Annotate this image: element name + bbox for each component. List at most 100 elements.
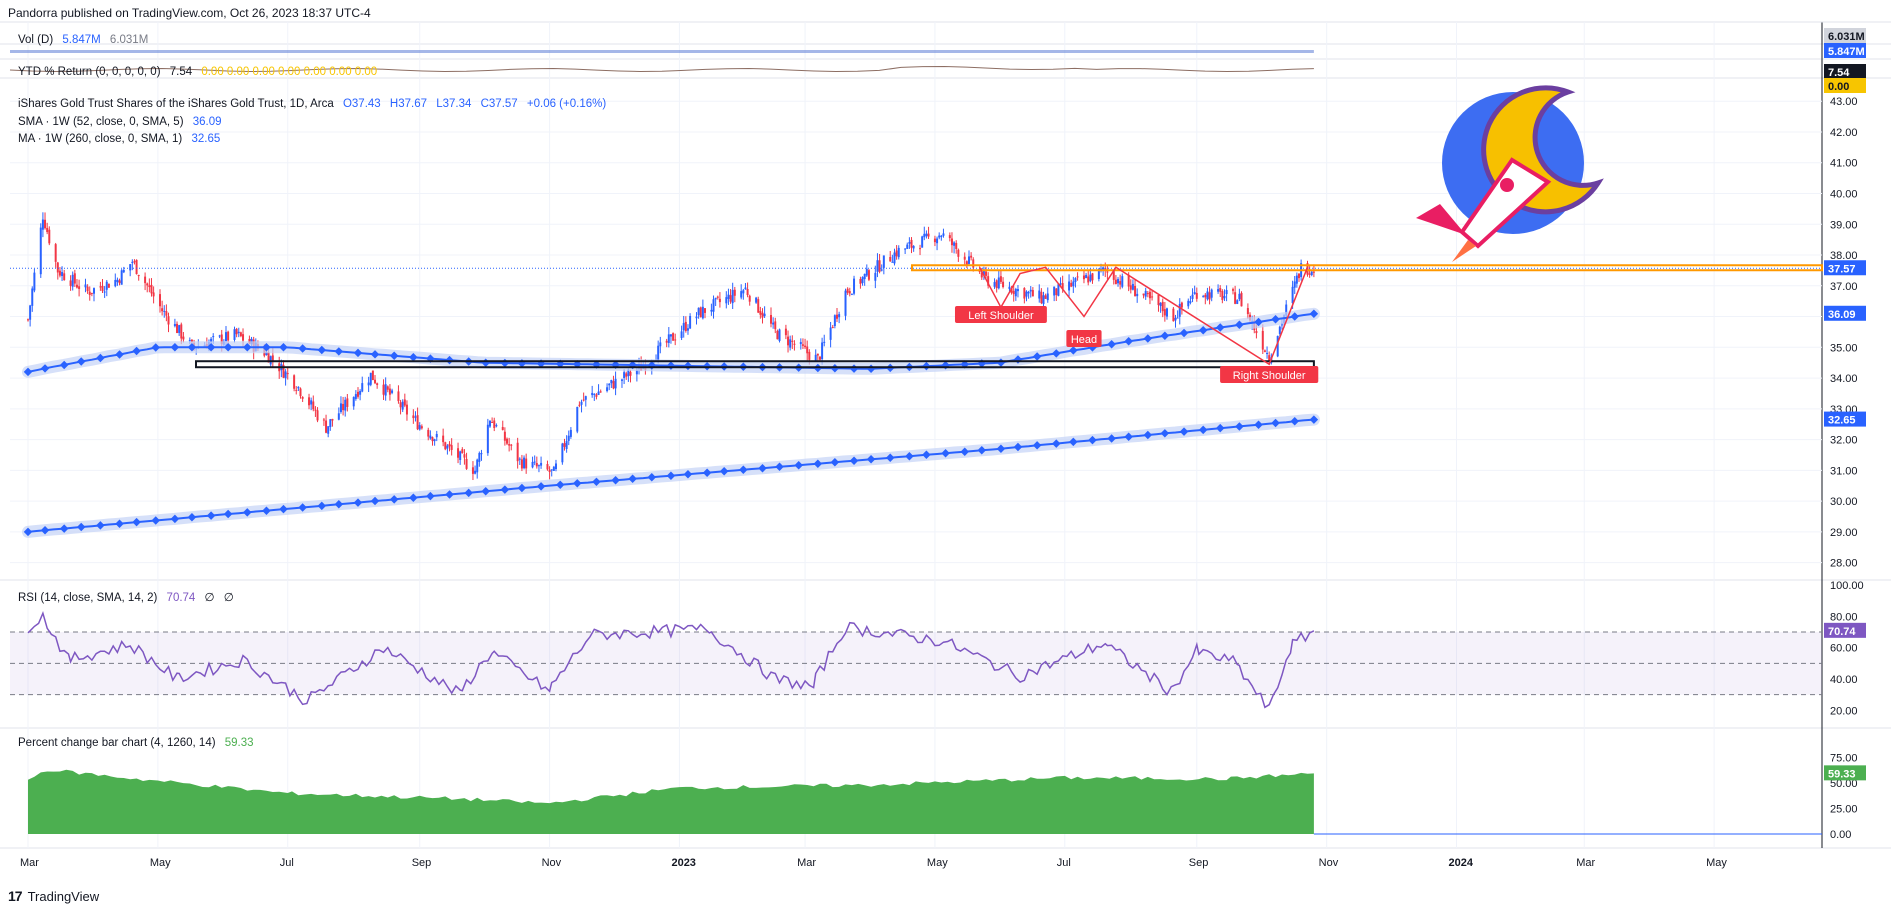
ma-260-marker bbox=[1107, 434, 1116, 443]
price-axis-tick-label: 31.00 bbox=[1830, 465, 1858, 477]
candle-body bbox=[1261, 330, 1264, 350]
candle-body bbox=[44, 219, 47, 229]
candle-body bbox=[784, 328, 787, 336]
candle-body bbox=[167, 316, 170, 325]
candle-body bbox=[776, 330, 779, 340]
candle-body bbox=[1206, 291, 1209, 300]
candle-body bbox=[701, 306, 704, 319]
ma-260-marker bbox=[353, 498, 363, 507]
ytd-legend-label: YTD % Return (0, 0, 0, 0, 0) bbox=[18, 66, 161, 78]
ma-260-marker bbox=[628, 474, 637, 484]
candle-body bbox=[39, 227, 42, 275]
candle-body bbox=[761, 312, 764, 318]
sma-badge-box bbox=[1824, 305, 1866, 321]
candle-body bbox=[382, 384, 385, 395]
volume-badge-box bbox=[1824, 43, 1866, 58]
candle-body bbox=[444, 442, 447, 450]
candle-body bbox=[831, 326, 834, 328]
price-axis-tick-label: 29.00 bbox=[1830, 527, 1858, 539]
main-series-legend[interactable]: iShares Gold Trust Shares of the iShares… bbox=[18, 98, 606, 110]
candle-body bbox=[1146, 293, 1149, 295]
candle-body bbox=[818, 356, 821, 360]
candle-body bbox=[1263, 350, 1266, 352]
candle-body bbox=[299, 388, 302, 397]
candle-body bbox=[569, 429, 572, 437]
candle-body bbox=[620, 379, 623, 381]
sma-52-marker bbox=[1179, 328, 1189, 338]
candle-body bbox=[912, 245, 915, 249]
volume-legend[interactable]: Vol (D) 5.847M 6.031M bbox=[18, 34, 148, 46]
candle-body bbox=[1023, 288, 1026, 299]
candle-body bbox=[1297, 273, 1300, 279]
candle-body bbox=[985, 271, 988, 276]
candle-body bbox=[808, 351, 811, 360]
pct-axis-tick-label: 25.00 bbox=[1830, 803, 1858, 815]
rsi-legend[interactable]: RSI (14, close, SMA, 14, 2) 70.74 ∅ ∅ bbox=[18, 590, 234, 604]
candle-body bbox=[1025, 291, 1028, 297]
last-price-badge: 37.57 bbox=[1828, 263, 1856, 275]
price-axis-tick-label: 37.00 bbox=[1830, 281, 1858, 293]
ma-260-marker bbox=[298, 503, 307, 512]
candle-body bbox=[322, 419, 325, 421]
open-value: O37.43 bbox=[342, 98, 381, 110]
candle-body bbox=[531, 461, 534, 468]
pct-badge: 59.33 bbox=[1828, 768, 1856, 780]
sma-value: 36.09 bbox=[192, 116, 222, 128]
ytd-extra-badge: 0.00 bbox=[1828, 81, 1849, 93]
sma-52-marker bbox=[389, 351, 399, 361]
candle-body bbox=[999, 276, 1002, 282]
candle-body bbox=[418, 425, 421, 430]
candle-body bbox=[478, 453, 481, 462]
candle-body bbox=[1119, 281, 1122, 285]
time-axis-tick-label: 2023 bbox=[671, 857, 695, 869]
candle-body bbox=[1189, 301, 1192, 303]
candle-body bbox=[442, 435, 445, 443]
time-axis-tick-label: Mar bbox=[20, 857, 39, 869]
candle-body bbox=[420, 426, 423, 429]
percent-change-area bbox=[28, 769, 1314, 834]
ytd-legend[interactable]: YTD % Return (0, 0, 0, 0, 0) 7.54 0.00 0… bbox=[18, 66, 377, 78]
ma-badge-box bbox=[1824, 411, 1866, 427]
tradingview-footer[interactable]: 17 TradingView bbox=[8, 888, 99, 904]
candle-body bbox=[1070, 282, 1073, 287]
candle-body bbox=[75, 284, 78, 288]
candle-body bbox=[744, 287, 747, 290]
candle-body bbox=[599, 391, 602, 393]
pct-legend[interactable]: Percent change bar chart (4, 1260, 14) 5… bbox=[18, 737, 254, 749]
ma-260-marker bbox=[775, 462, 784, 472]
volume-value: 5.847M bbox=[62, 34, 101, 46]
candle-body bbox=[867, 270, 870, 280]
sma-52-marker bbox=[151, 343, 160, 352]
candle-body bbox=[993, 282, 996, 287]
candle-body bbox=[1142, 293, 1145, 296]
candle-body bbox=[282, 364, 285, 378]
time-axis-tick-label: May bbox=[150, 857, 171, 869]
candle-body bbox=[161, 308, 164, 312]
candle-body bbox=[895, 250, 898, 257]
candle-body bbox=[92, 288, 95, 294]
candle-body bbox=[1027, 291, 1030, 294]
candle-body bbox=[880, 269, 883, 271]
price-axis-tick-label: 41.00 bbox=[1830, 158, 1858, 170]
candle-body bbox=[56, 262, 59, 273]
candle-body bbox=[27, 319, 29, 321]
candle-body bbox=[429, 435, 432, 439]
candle-body bbox=[970, 255, 973, 258]
ma-legend[interactable]: MA · 1W (260, close, 0, SMA, 1) 32.65 bbox=[18, 133, 220, 145]
candle-body bbox=[561, 443, 564, 463]
candle-body bbox=[101, 285, 104, 291]
candle-body bbox=[129, 264, 132, 271]
sma-legend[interactable]: SMA · 1W (52, close, 0, SMA, 5) 36.09 bbox=[18, 116, 222, 128]
price-axis-tick-label: 28.00 bbox=[1830, 558, 1858, 570]
price-axis-tick-label: 40.00 bbox=[1830, 189, 1858, 201]
candle-body bbox=[1217, 289, 1220, 292]
candle-body bbox=[554, 463, 557, 470]
candle-body bbox=[686, 328, 689, 331]
right-shoulder-label-box bbox=[1220, 366, 1319, 383]
sma-52-marker bbox=[1032, 352, 1042, 361]
candle-body bbox=[295, 389, 298, 391]
candle-body bbox=[987, 276, 990, 286]
candle-body bbox=[397, 391, 400, 402]
candle-body bbox=[689, 315, 692, 329]
